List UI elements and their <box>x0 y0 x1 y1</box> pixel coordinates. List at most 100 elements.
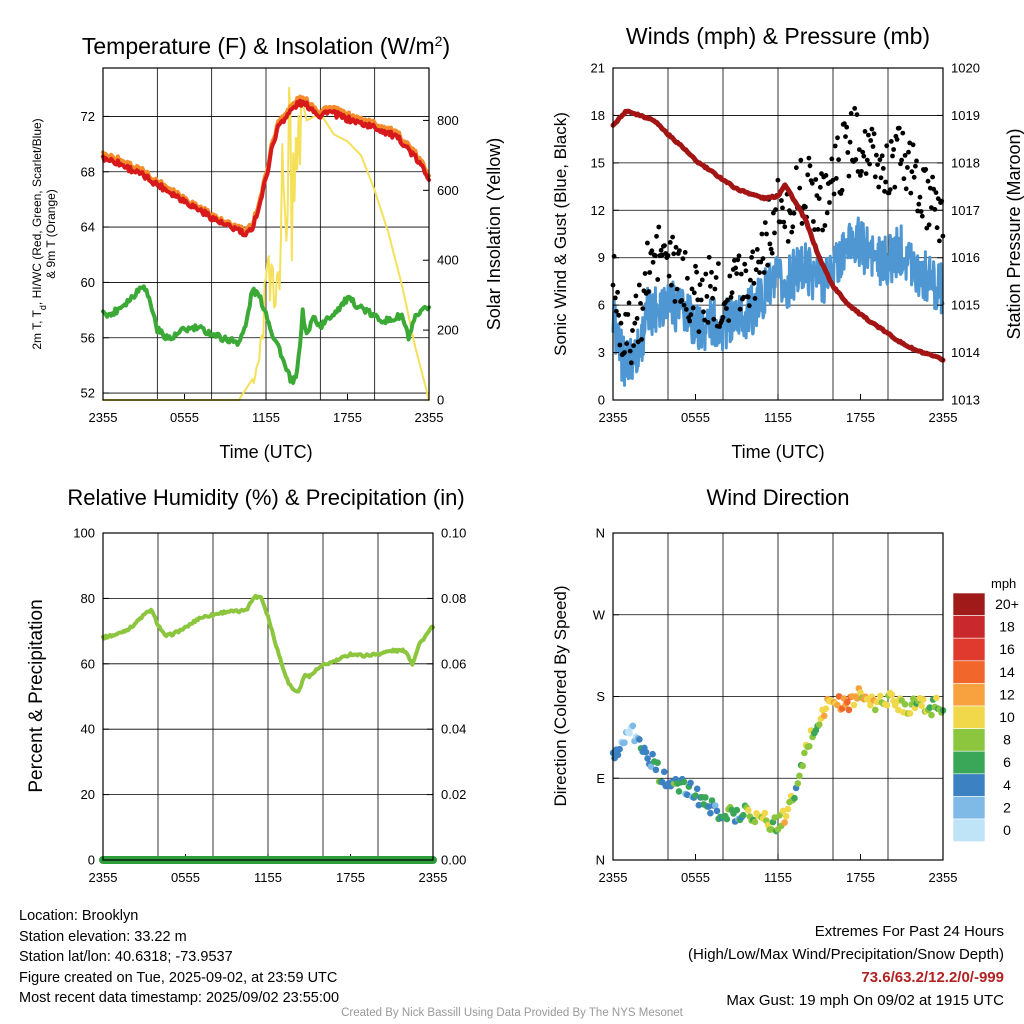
y-tick-label: 72 <box>81 109 95 124</box>
y-tick-label: 15 <box>591 155 605 170</box>
gust-point <box>708 283 713 289</box>
legend-label: 16 <box>999 641 1015 657</box>
x-tick-label: 0555 <box>681 410 710 425</box>
gust-point <box>667 240 673 245</box>
y-axis-label-left: 2m T, Td, HI/WC (Red, Green, Scarlet/Blu… <box>30 118 48 349</box>
direction-point <box>782 813 790 820</box>
gust-point <box>638 301 643 306</box>
legend-swatch <box>952 818 986 842</box>
plot-frame <box>102 67 430 401</box>
y2-tick-label: 1018 <box>951 155 980 170</box>
legend-label: 12 <box>999 686 1015 702</box>
direction-point <box>933 694 940 702</box>
legend-swatch <box>952 796 986 820</box>
y2-tick-label: 1020 <box>951 61 980 76</box>
legend-label: 2 <box>1003 799 1011 815</box>
gust-point <box>682 250 688 255</box>
gust-point <box>896 125 902 131</box>
y-tick-label: E <box>596 771 605 786</box>
humidity-line <box>101 593 435 694</box>
direction-point <box>791 794 798 802</box>
gust-point <box>662 243 667 249</box>
direction-point <box>794 780 802 787</box>
panel-title-text: Temperature (F) & Insolation (W/m <box>82 33 435 59</box>
gust-point <box>689 286 695 292</box>
wind-speed-line <box>611 216 945 387</box>
gust-point <box>823 173 829 178</box>
gust-point <box>649 248 655 254</box>
gust-point <box>767 241 773 247</box>
gust-point <box>791 210 797 216</box>
gust-point <box>734 271 740 276</box>
x-tick-label: 2355 <box>929 410 958 425</box>
y-axis-label-left: Sonic Wind & Gust (Blue, Black) <box>551 112 570 356</box>
gust-point <box>671 251 677 257</box>
gust-point <box>812 227 817 233</box>
legend-swatch <box>952 728 986 752</box>
gust-point <box>817 184 823 190</box>
gust-point <box>761 270 767 275</box>
max-gust: Max Gust: 19 mph On 09/02 at 1915 UTC <box>726 992 1004 1009</box>
dewpoint-line <box>101 284 431 385</box>
gust-point <box>898 161 903 167</box>
direction-point <box>888 691 896 698</box>
gust-point <box>870 144 876 149</box>
gust-point <box>816 196 822 202</box>
gust-point <box>704 294 710 299</box>
direction-point <box>705 803 712 810</box>
legend-swatch <box>952 660 986 684</box>
y-tick-label: 56 <box>81 330 95 345</box>
gust-point <box>835 135 840 141</box>
y-axis-label-right: Solar Insolation (Yellow) <box>484 138 504 330</box>
gust-point <box>614 308 619 314</box>
gust-point <box>806 155 812 161</box>
y2-tick-label: 0 <box>437 393 444 408</box>
gust-point <box>878 175 884 181</box>
direction-point <box>751 818 759 826</box>
y-axis-label-left: Direction (Colored By Speed) <box>551 585 570 806</box>
gust-point <box>892 184 898 190</box>
gust-point <box>890 153 895 159</box>
speed-legend: mph 20+ 18 16 14 12 10 8 6 4 2 0 <box>952 576 1019 842</box>
y-tick-label: 0 <box>598 393 605 408</box>
y-tick-label: 80 <box>81 591 95 606</box>
gust-point <box>616 312 622 318</box>
gust-point <box>632 320 638 326</box>
gust-point <box>701 309 706 315</box>
direction-point <box>779 807 787 815</box>
gust-point <box>782 224 788 230</box>
gust-point <box>724 306 729 311</box>
gust-point <box>705 320 711 325</box>
direction-point <box>895 706 902 714</box>
gust-point <box>634 316 640 321</box>
gust-point <box>654 233 659 239</box>
y2-tick-label: 1015 <box>951 298 980 313</box>
y2-tick-label: 1017 <box>951 203 980 218</box>
gust-point <box>860 149 866 155</box>
gust-point <box>698 297 704 303</box>
legend-label: 10 <box>999 709 1015 725</box>
x-tick-label: 1755 <box>336 870 365 885</box>
gust-point <box>831 191 837 197</box>
gust-point <box>891 147 896 152</box>
direction-point <box>801 749 808 757</box>
direction-point <box>647 763 655 770</box>
direction-point <box>708 797 716 804</box>
gust-point <box>769 250 775 256</box>
y2-tick-label: 0.04 <box>441 722 466 737</box>
gust-point <box>757 270 762 275</box>
direction-point <box>867 701 874 709</box>
gust-point <box>681 302 687 308</box>
gust-point <box>793 165 799 171</box>
x-tick-label: 1755 <box>333 410 362 425</box>
direction-point <box>835 693 843 700</box>
temperature-panel: 2355 0555 1155 1755 2355 52 56 60 64 68 72 0 200 400 6… <box>30 33 504 462</box>
legend-label: 0 <box>1003 822 1011 838</box>
direction-point <box>853 695 861 702</box>
legend-swatch <box>952 683 986 707</box>
y2-tick-label: 1019 <box>951 108 980 123</box>
legend-label: 14 <box>999 664 1015 680</box>
gust-point <box>624 341 630 346</box>
direction-point <box>702 794 709 801</box>
x-tick-label: 2355 <box>415 410 444 425</box>
